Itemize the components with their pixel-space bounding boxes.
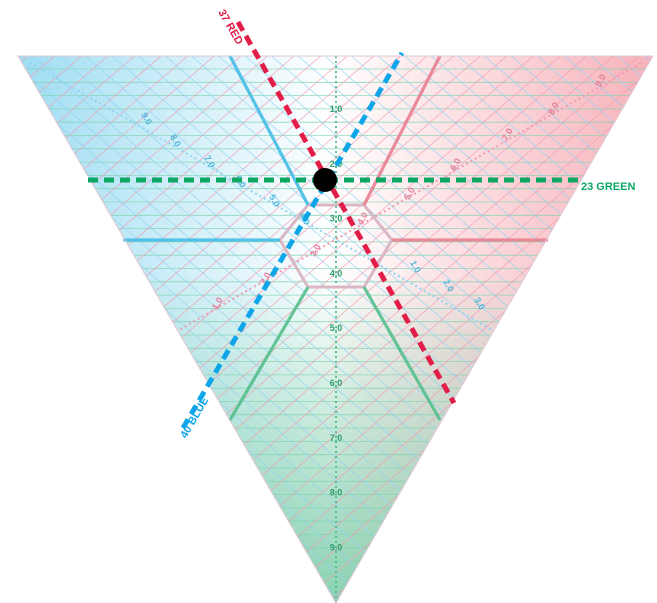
green-axis-tick: 9.0 [330, 542, 343, 552]
green-axis-tick: 1.0 [330, 104, 343, 114]
blue-center-axis [29, 62, 493, 331]
green-axis-tick: 8.0 [330, 488, 343, 498]
grid-line-red [250, 56, 653, 601]
green-axis-tick: 6.0 [330, 378, 343, 388]
red-reading-line [235, 20, 457, 405]
triangle-outline [17, 55, 654, 603]
center-axes [29, 56, 642, 603]
green-reading-label: 23 GREEN [581, 181, 635, 193]
blue-reading-label: 40 BLUE [178, 395, 211, 440]
grid-line-red [18, 56, 634, 601]
grid-line-red [18, 56, 555, 601]
red-center-axis [178, 62, 642, 331]
grid-line-blue [18, 56, 422, 601]
green-axis-tick: 5.0 [330, 323, 343, 333]
grid-line-blue [18, 56, 23, 601]
green-axis-tick: 3.0 [330, 214, 343, 224]
grid-line-red [18, 56, 23, 601]
grid-line-red [18, 56, 608, 601]
zone-boundary-line [228, 55, 310, 206]
green-axis-tick: 7.0 [330, 433, 343, 443]
grid-line-red [649, 56, 653, 601]
green-axis-tick: 4.0 [330, 268, 343, 278]
grid-line-red [18, 56, 581, 601]
zone-boundary-line [228, 286, 310, 421]
blue-reading-line [180, 51, 405, 430]
zone-boundary-line [362, 286, 442, 421]
grid-line-blue [649, 56, 653, 601]
point-marker-icon [313, 168, 337, 192]
